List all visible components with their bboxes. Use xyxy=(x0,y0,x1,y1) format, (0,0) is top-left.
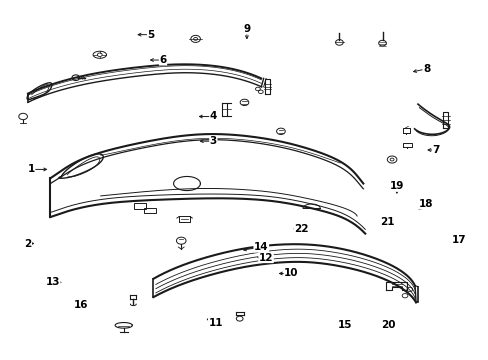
Text: 12: 12 xyxy=(258,253,273,262)
Text: 11: 11 xyxy=(208,318,223,328)
Bar xyxy=(143,207,156,213)
Text: 15: 15 xyxy=(337,320,352,330)
Text: 5: 5 xyxy=(147,30,154,40)
Bar xyxy=(134,203,146,209)
Text: 22: 22 xyxy=(293,224,307,234)
Text: 19: 19 xyxy=(389,181,403,192)
Text: 9: 9 xyxy=(243,24,250,34)
Text: 2: 2 xyxy=(24,239,31,248)
Text: 1: 1 xyxy=(27,165,35,174)
Text: 18: 18 xyxy=(418,199,432,209)
Text: 21: 21 xyxy=(379,217,394,227)
Text: 14: 14 xyxy=(253,242,268,252)
Text: 8: 8 xyxy=(422,64,429,74)
Text: 13: 13 xyxy=(45,277,60,287)
Text: 10: 10 xyxy=(284,269,298,279)
Text: 17: 17 xyxy=(451,235,466,245)
Text: 16: 16 xyxy=(73,300,88,310)
Text: 7: 7 xyxy=(431,145,439,155)
Text: 20: 20 xyxy=(380,320,395,330)
Text: 3: 3 xyxy=(209,136,217,146)
Text: 4: 4 xyxy=(209,112,217,121)
Text: 6: 6 xyxy=(159,55,166,65)
